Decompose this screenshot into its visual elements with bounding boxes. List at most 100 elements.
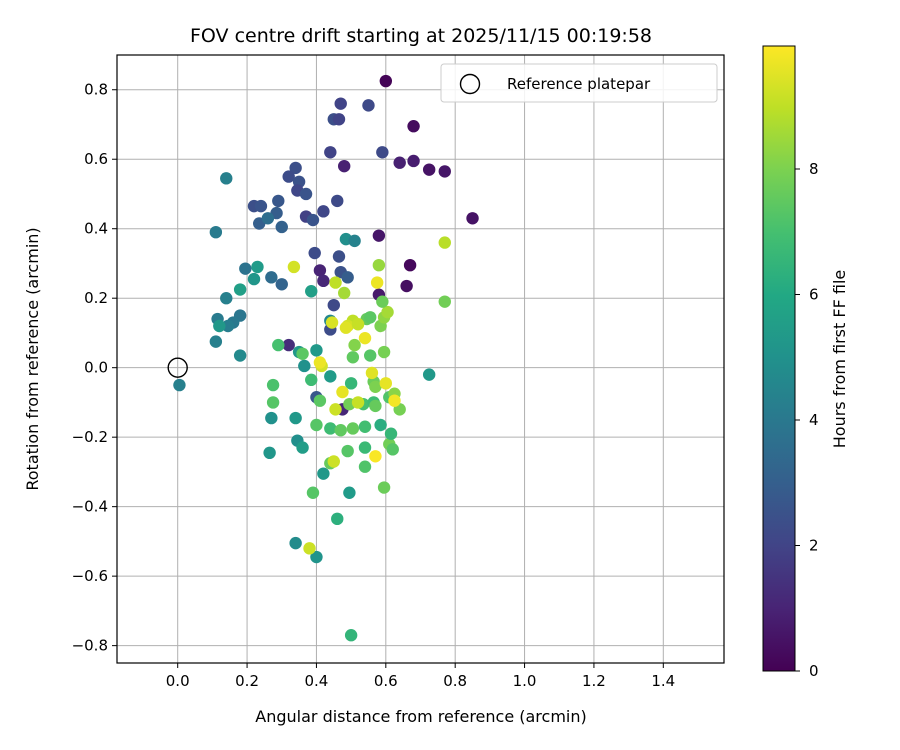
scatter-point (422, 368, 436, 381)
scatter-point (173, 378, 186, 392)
scatter-point (369, 380, 382, 393)
scatter-point (296, 347, 309, 360)
y-tick-label: 0.8 (84, 81, 108, 99)
scatter-point (272, 194, 285, 208)
scatter-point (310, 418, 323, 432)
scatter-point (369, 399, 382, 413)
scatter-point (306, 213, 320, 227)
x-tick-label: 1.0 (513, 672, 537, 690)
scatter-point (324, 422, 337, 435)
colorbar-tick-label: 2 (809, 536, 819, 554)
legend-box (440, 63, 718, 103)
scatter-point (362, 99, 375, 112)
scatter-point (400, 279, 413, 293)
y-axis-label: Rotation from reference (arcmin) (23, 227, 42, 490)
scatter-point (220, 172, 233, 185)
scatter-point (329, 403, 342, 416)
scatter-point (337, 286, 351, 300)
scatter-point (305, 373, 318, 387)
scatter-point (348, 338, 361, 352)
scatter-point (343, 486, 356, 499)
reference-platepar-marker (167, 357, 188, 378)
scatter-point (251, 260, 264, 274)
scatter-point (289, 536, 302, 550)
x-axis-label: Angular distance from reference (arcmin) (255, 707, 586, 726)
scatter-point (341, 444, 354, 458)
scatter-point (317, 205, 330, 218)
scatter-point (407, 154, 420, 168)
scatter-point (329, 276, 342, 289)
chart-title: FOV centre drift starting at 2025/11/15 … (190, 25, 652, 47)
colorbar-tick-label: 0 (809, 662, 819, 680)
y-tick-label: −0.6 (72, 567, 108, 585)
scatter-point (386, 443, 399, 456)
x-tick-label: 0.4 (305, 672, 329, 690)
scatter-point (388, 394, 401, 407)
scatter-point (272, 338, 285, 352)
legend: Reference platepar (440, 63, 718, 103)
scatter-point (370, 276, 384, 289)
scatter-point (220, 292, 233, 305)
x-tick-label: 0.6 (374, 672, 398, 690)
scatter-point (407, 120, 420, 133)
scatter-point (324, 370, 337, 383)
scatter-point (332, 113, 346, 126)
scatter-point (233, 283, 247, 296)
scatter-point (379, 74, 393, 88)
scatter-point (233, 349, 247, 362)
scatter-point (331, 194, 344, 208)
scatter-point (358, 420, 372, 433)
plot-frame (116, 54, 725, 664)
scatter-point (334, 97, 347, 110)
scatter-point (344, 629, 358, 642)
scatter-point (282, 338, 295, 352)
scatter-point (289, 161, 302, 175)
colorbar-tick-label: 6 (809, 285, 819, 303)
x-tick-label: 0.2 (235, 672, 259, 690)
scatter-point (327, 455, 340, 468)
scatter-point (344, 377, 358, 390)
scatter-point (372, 229, 386, 242)
scatter-point (369, 450, 382, 463)
scatter-point (282, 170, 295, 183)
scatter-point (466, 212, 479, 225)
scatter-point (305, 285, 318, 298)
scatter-point (317, 274, 330, 288)
scatter-point (348, 234, 361, 248)
y-tick-label: −0.2 (72, 428, 108, 446)
scatter-point (317, 467, 330, 480)
scatter-point (379, 377, 393, 390)
scatter-point (334, 424, 347, 437)
scatter-point (266, 378, 280, 392)
scatter-point (438, 236, 451, 249)
scatter-point (346, 422, 360, 435)
colorbar-tick-label: 4 (809, 411, 819, 429)
scatter-point (247, 272, 261, 286)
scatter-point (358, 441, 372, 454)
scatter-point (313, 356, 327, 369)
grid-lines (117, 55, 724, 663)
scatter-point (213, 319, 226, 333)
scatter-point (372, 258, 386, 272)
legend-label: Reference platepar (507, 75, 651, 93)
y-tick-label: 0.6 (84, 150, 108, 168)
scatter-point (265, 411, 278, 425)
scatter-point (403, 258, 417, 272)
colorbar-gradient (762, 45, 796, 672)
scatter-point (384, 427, 398, 440)
scatter-point (438, 295, 451, 308)
scatter-point (393, 156, 406, 169)
scatter-point (308, 246, 321, 260)
scatter-point (365, 366, 379, 380)
x-axis-ticks: 0.0 0.2 0.4 0.6 0.8 1.0 1.2 1.4 (166, 663, 675, 690)
scatter-point (313, 394, 327, 407)
scatter-point (306, 486, 320, 499)
colorbar-tick-label: 8 (809, 160, 819, 178)
scatter-point (310, 550, 323, 564)
colorbar-ticks: 0 2 4 6 8 (795, 160, 819, 680)
scatter-point (296, 441, 309, 454)
y-tick-label: −0.8 (72, 637, 108, 655)
scatter-point (377, 481, 391, 494)
scatter-point (339, 321, 353, 334)
